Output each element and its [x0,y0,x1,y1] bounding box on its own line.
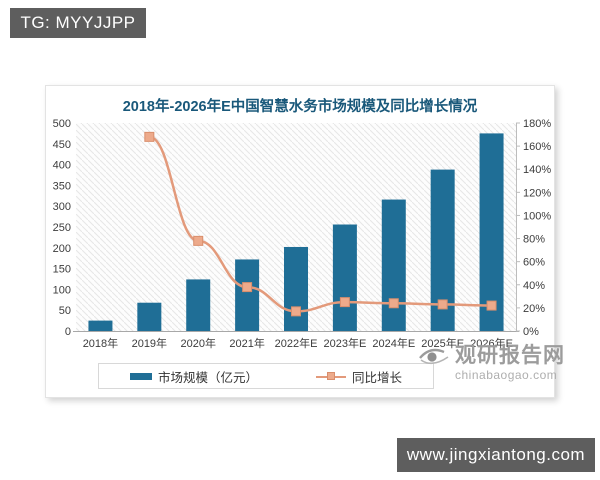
growth-line-marker [388,298,399,309]
x-axis-category-label: 2023年E [323,336,366,350]
right-axis-tick-label: 60% [523,257,545,269]
growth-line-marker [437,299,448,310]
left-axis-tick-label: 50 [59,305,71,317]
left-axis-tick-label: 400 [53,160,71,172]
right-axis-tick-label: 160% [523,141,551,153]
eye-logo-icon [419,348,449,365]
growth-line-marker [291,306,301,317]
axis-lines [73,123,519,332]
x-axis-category-label: 2020年 [180,336,215,350]
tg-contact-text: TG: MYYJJPP [20,13,136,32]
right-axis-tick-label: 180% [523,118,551,130]
bar-2021年 [235,259,260,331]
right-axis-ticks: 0% 20% 40% 60% 80% 100% 120% 140% 160% 180% [516,118,551,338]
growth-line-marker [144,131,155,142]
x-axis-labels: 2018年 2019年 2020年 2021年 2022年E 2023年E 2024年E 20… [83,336,513,350]
bar-2018年 [88,320,113,331]
legend: 市场规模（亿元） 同比增长 [98,363,434,389]
right-axis-tick-label: 40% [523,280,545,292]
growth-line-marker [486,300,497,311]
right-axis-tick-label: 0% [523,326,539,338]
left-axis-ticks: 0 50 100 150 200 250 300 350 400 450 500 [53,118,71,338]
growth-line [144,131,497,317]
left-axis-tick-label: 350 [53,180,71,192]
x-axis-category-label: 2018年 [83,336,118,350]
x-axis-category-label: 2019年 [132,336,167,350]
footer-url-badge: www.jingxiantong.com [397,438,595,472]
x-axis-category-label: 2024年E [372,336,415,350]
right-axis-tick-label: 120% [523,187,551,199]
right-axis-tick-label: 80% [523,234,545,246]
growth-line-marker [193,235,204,246]
bar-2019年 [137,302,162,331]
legend-item-growth: 同比增长 [316,367,402,386]
watermark-site-name: 观研报告网 [455,344,565,367]
chart-panel: 2018年-2026年E中国智慧水务市场规模及同比增长情况 0 50 100 150 2… [45,85,555,398]
left-axis-tick-label: 250 [53,222,71,234]
bar-2022年E [284,246,308,331]
line-series-swatch-icon [316,371,346,381]
x-axis-category-label: 2026年E [470,336,513,350]
tg-contact-badge: TG: MYYJJPP [10,8,146,38]
left-axis-tick-label: 0 [65,326,71,338]
right-axis-tick-label: 20% [523,303,545,315]
legend-item-market-size: 市场规模（亿元） [129,367,258,386]
legend-label-market-size: 市场规模（亿元） [157,370,258,385]
watermark: 观研报告网 chinabaogao.com [418,344,578,382]
bars [88,133,504,331]
left-axis-tick-label: 100 [53,284,71,296]
x-axis-category-label: 2021年 [229,336,264,350]
watermark-domain: chinabaogao.com [455,368,558,382]
footer-url-text: www.jingxiantong.com [406,445,586,464]
x-axis-category-label: 2022年E [275,336,318,350]
growth-line-marker [339,297,350,308]
chart-svg: 0 50 100 150 200 250 300 350 400 450 500 0% 20% 40% 6… [53,118,552,350]
bar-series-swatch-icon [129,372,152,380]
right-axis-tick-label: 100% [523,210,551,222]
left-axis-tick-label: 150 [53,264,71,276]
x-axis-category-label: 2025年E [421,336,464,350]
growth-line-marker [242,282,253,293]
left-axis-tick-label: 450 [53,139,71,151]
left-axis-tick-label: 500 [53,118,71,130]
legend-label-growth: 同比增长 [352,370,403,385]
bar-2023年E [332,224,357,331]
chart-title: 2018年-2026年E中国智慧水务市场规模及同比增长情况 [122,99,478,115]
bar-2020年 [186,279,211,331]
right-axis-tick-label: 140% [523,164,551,176]
bar-2026年E [479,133,504,331]
left-axis-tick-label: 300 [53,201,71,213]
left-axis-tick-label: 200 [53,243,71,255]
bar-2024年E [381,199,406,331]
